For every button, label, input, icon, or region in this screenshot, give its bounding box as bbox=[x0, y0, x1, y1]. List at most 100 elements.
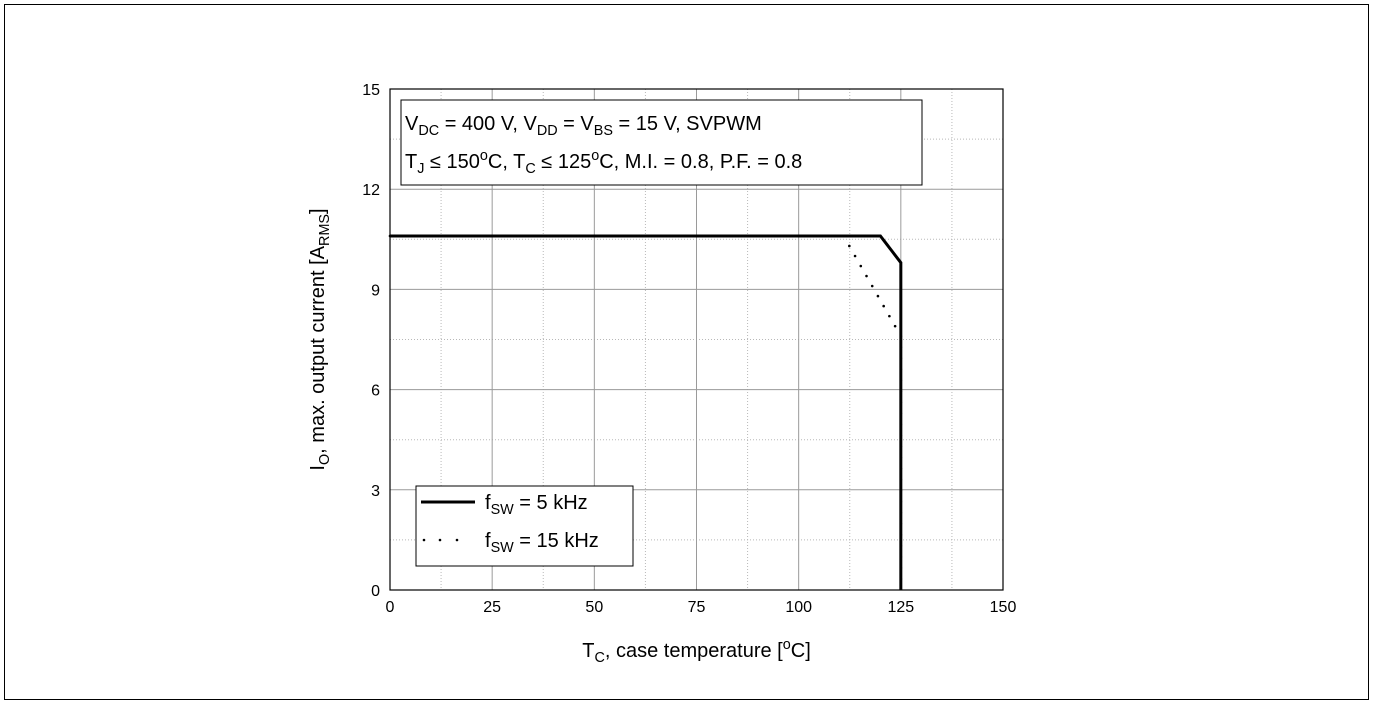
series-15khz-point bbox=[598, 234, 602, 238]
x-tick-label: 50 bbox=[585, 599, 603, 616]
series-15khz-point bbox=[899, 456, 903, 459]
x-tick-label: 100 bbox=[785, 599, 812, 616]
series-15khz-point bbox=[820, 234, 823, 238]
series-15khz-point bbox=[421, 234, 425, 238]
series-15khz-point bbox=[899, 555, 903, 559]
y-tick-label: 9 bbox=[371, 282, 380, 299]
series-15khz-point bbox=[753, 234, 757, 238]
figure-frame bbox=[4, 4, 1369, 700]
x-axis-title: TC, case temperature [oC] bbox=[582, 637, 811, 666]
series-15khz-point bbox=[510, 234, 514, 238]
series-15khz-point bbox=[899, 423, 903, 426]
series-15khz-point bbox=[876, 294, 880, 298]
series-15khz-point bbox=[899, 467, 903, 470]
series-15khz-point bbox=[775, 234, 779, 238]
series-15khz-point bbox=[676, 234, 679, 238]
series-15khz-point bbox=[499, 234, 502, 238]
series-15khz-point bbox=[899, 345, 903, 349]
y-tick-label: 12 bbox=[362, 182, 380, 199]
series-15khz-point bbox=[899, 566, 903, 570]
series-15khz-point bbox=[587, 234, 591, 238]
conditions-line-1: VDC = 400 V, VDD = VBS = 15 V, SVPWM bbox=[405, 113, 762, 139]
x-tick-label: 150 bbox=[990, 599, 1017, 616]
series-15khz-point bbox=[698, 234, 702, 238]
series-15khz-point bbox=[865, 274, 868, 278]
conditions-box bbox=[400, 99, 923, 186]
series-15khz-point bbox=[899, 434, 903, 437]
series-15khz-point bbox=[853, 254, 857, 258]
series-15khz-point bbox=[665, 234, 668, 238]
legend-box bbox=[415, 485, 634, 567]
series-15khz-point bbox=[787, 234, 790, 238]
series-15khz-point bbox=[809, 234, 812, 238]
series-15khz-point bbox=[899, 511, 903, 515]
legend-marker-15khz bbox=[455, 538, 459, 542]
x-tick-label: 75 bbox=[688, 599, 706, 616]
y-tick-label: 0 bbox=[371, 583, 380, 600]
series-15khz-point bbox=[621, 234, 624, 238]
series-15khz-point bbox=[720, 234, 724, 238]
series-15khz-point bbox=[543, 234, 547, 238]
series-15khz-point bbox=[899, 401, 903, 404]
series-15khz-point bbox=[654, 234, 657, 238]
series-15khz-point bbox=[432, 234, 436, 238]
series-15khz-point bbox=[899, 478, 903, 481]
series-15khz-point bbox=[687, 234, 691, 238]
y-tick-label: 6 bbox=[371, 383, 380, 400]
x-tick-label: 125 bbox=[887, 599, 914, 616]
legend-entry-5khz: fSW = 5 kHz bbox=[485, 492, 588, 518]
series-15khz-point bbox=[899, 489, 903, 492]
series-15khz-point bbox=[899, 390, 903, 393]
series-15khz-point bbox=[893, 324, 897, 328]
series-15khz-point bbox=[899, 533, 903, 537]
series-15khz-point bbox=[399, 234, 403, 238]
series-15khz-point bbox=[388, 234, 392, 238]
series-15khz-point bbox=[455, 234, 458, 238]
series-5khz-line bbox=[390, 234, 903, 590]
y-tick-label: 3 bbox=[371, 483, 380, 500]
series-15khz-point bbox=[859, 264, 863, 268]
series-15khz-point bbox=[899, 334, 903, 338]
series-15khz-point bbox=[842, 234, 845, 238]
series-15khz-point bbox=[870, 284, 874, 288]
series-15khz-point bbox=[899, 356, 903, 360]
series-15khz-point bbox=[477, 234, 480, 238]
series-15khz-point bbox=[609, 234, 613, 238]
series-15khz-point bbox=[899, 522, 903, 526]
series-15khz-point bbox=[444, 234, 447, 238]
series-15khz-point bbox=[899, 544, 903, 548]
series-15khz-point bbox=[899, 577, 903, 581]
legend-marker-15khz bbox=[422, 538, 426, 542]
series-15khz-point bbox=[899, 445, 903, 448]
series-15khz-point bbox=[888, 314, 891, 318]
y-axis-title: IO, max. output current [ARMS] bbox=[307, 208, 333, 470]
y-tick-label: 15 bbox=[362, 82, 380, 99]
series-15khz-point bbox=[565, 234, 569, 238]
series-15khz-point bbox=[576, 234, 580, 238]
series-15khz-point bbox=[831, 234, 834, 238]
series-15khz-point bbox=[488, 234, 491, 238]
series-15khz-point bbox=[731, 234, 735, 238]
series-15khz-point bbox=[882, 304, 885, 308]
x-tick-label: 25 bbox=[483, 599, 501, 616]
legend-entry-15khz: fSW = 15 kHz bbox=[485, 530, 599, 556]
series-15khz-point bbox=[554, 234, 558, 238]
series-15khz-point bbox=[643, 234, 646, 238]
series-15khz-point bbox=[521, 234, 525, 238]
series-15khz-point bbox=[632, 234, 635, 238]
legend-marker-15khz bbox=[438, 538, 442, 542]
series-15khz-point bbox=[764, 234, 768, 238]
conditions-line-2: TJ ≤ 150oC, TC ≤ 125oC, M.I. = 0.8, P.F.… bbox=[405, 148, 802, 177]
series-15khz-point bbox=[410, 234, 414, 238]
series-15khz-point bbox=[899, 379, 903, 382]
series-15khz-point bbox=[798, 234, 801, 238]
series-15khz-point bbox=[466, 234, 469, 238]
series-15khz-point bbox=[532, 234, 536, 238]
x-tick-label: 0 bbox=[386, 599, 395, 616]
series-15khz-point bbox=[709, 234, 713, 238]
series-15khz-point bbox=[899, 500, 903, 504]
plot-area-border bbox=[389, 88, 1004, 591]
series-15khz-point bbox=[742, 234, 746, 238]
series-15khz-point bbox=[899, 367, 903, 371]
